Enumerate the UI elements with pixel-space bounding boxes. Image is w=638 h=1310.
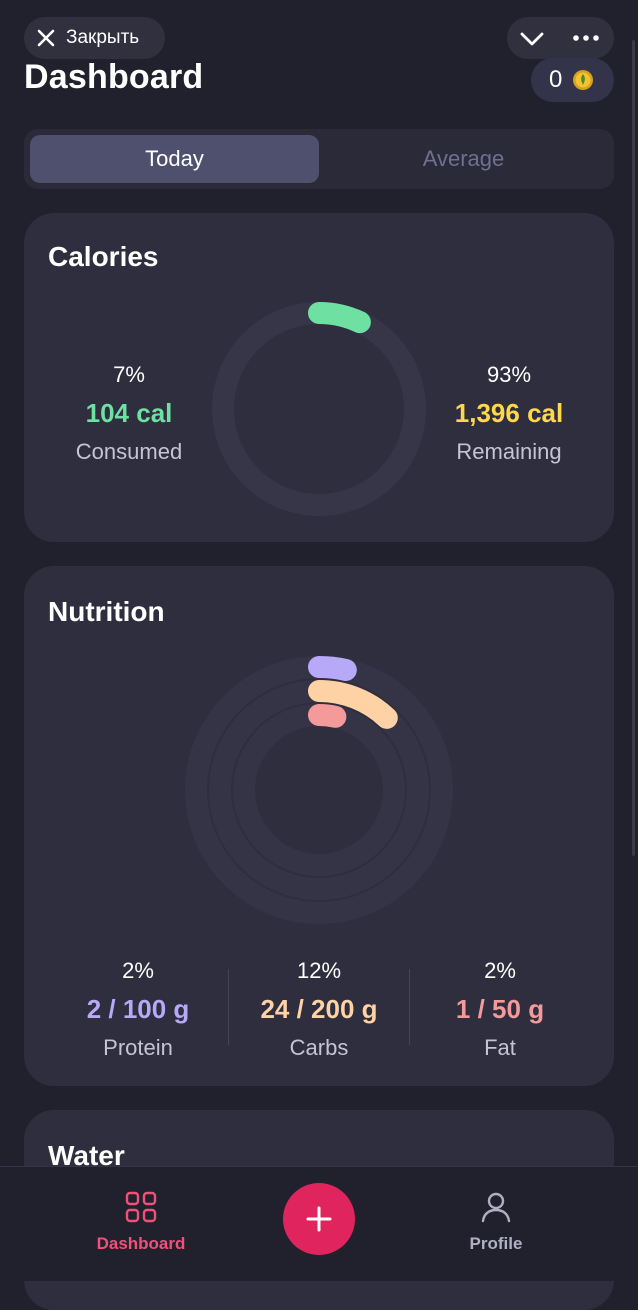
more-dots-icon[interactable] (571, 28, 601, 48)
page-title: Dashboard (24, 58, 204, 96)
nav-profile[interactable]: Profile (426, 1191, 566, 1254)
protein-progress-arc (308, 656, 357, 681)
coin-count: 0 (549, 66, 563, 93)
water-title: Water (48, 1140, 125, 1171)
consumed-label: Consumed (75, 439, 183, 464)
nutrition-rings (185, 656, 453, 924)
plus-icon (306, 1206, 332, 1232)
fat-stat: 2% 1 / 50 g Fat (400, 958, 600, 1061)
carbs-value: 24 / 200 g (260, 994, 378, 1024)
carbs-label: Carbs (289, 1035, 349, 1060)
close-label: Закрыть (66, 27, 140, 48)
consumed-stat: 7% 104 cal Consumed (29, 362, 229, 465)
coin-badge[interactable]: 0 (531, 58, 614, 102)
remaining-percent: 93% (486, 362, 532, 387)
fat-percent: 2% (484, 958, 516, 983)
fat-value: 1 / 50 g (455, 994, 545, 1024)
protein-label: Protein (103, 1035, 173, 1060)
grid-icon (125, 1191, 157, 1223)
carbs-percent: 12% (296, 958, 342, 983)
person-icon (481, 1192, 511, 1223)
divider (228, 969, 229, 1045)
fat-label: Fat (484, 1035, 516, 1060)
remaining-value: 1,396 cal (454, 398, 564, 428)
nutrition-title: Nutrition (48, 596, 165, 627)
calories-progress-arc (308, 302, 371, 334)
nav-profile-label: Profile (469, 1234, 523, 1253)
bottom-nav: Dashboard Profile (0, 1166, 638, 1281)
carbs-stat: 12% 24 / 200 g Carbs (219, 958, 419, 1061)
nutrition-card: Nutrition 2% 2 / 100 g Protein 12% 24 / … (24, 566, 614, 1086)
consumed-value: 104 cal (85, 398, 173, 428)
nav-dashboard-label: Dashboard (96, 1234, 186, 1253)
calories-title: Calories (48, 241, 159, 272)
remaining-stat: 93% 1,396 cal Remaining (409, 362, 609, 465)
remaining-label: Remaining (456, 439, 562, 464)
calories-ring (212, 302, 426, 516)
coin-icon (573, 70, 594, 90)
protein-stat: 2% 2 / 100 g Protein (38, 958, 238, 1061)
add-button[interactable] (283, 1183, 355, 1255)
tab-average[interactable]: Average (422, 146, 505, 171)
close-button[interactable]: Закрыть (24, 17, 165, 59)
calories-card: Calories 7% 104 cal Consumed 93% 1,396 c… (24, 213, 614, 542)
window-menu (507, 17, 614, 59)
protein-value: 2 / 100 g (86, 994, 190, 1024)
divider (409, 969, 410, 1045)
tab-today[interactable]: Today (30, 135, 319, 183)
scrollbar[interactable] (632, 40, 635, 856)
fat-progress-arc (308, 704, 347, 728)
protein-percent: 2% (122, 958, 154, 983)
nav-dashboard[interactable]: Dashboard (71, 1191, 211, 1254)
period-segmented-control: Today Average (24, 129, 614, 189)
close-icon (37, 29, 55, 47)
carbs-progress-arc (308, 680, 398, 729)
consumed-percent: 7% (113, 362, 145, 387)
chevron-down-icon[interactable] (519, 26, 545, 50)
